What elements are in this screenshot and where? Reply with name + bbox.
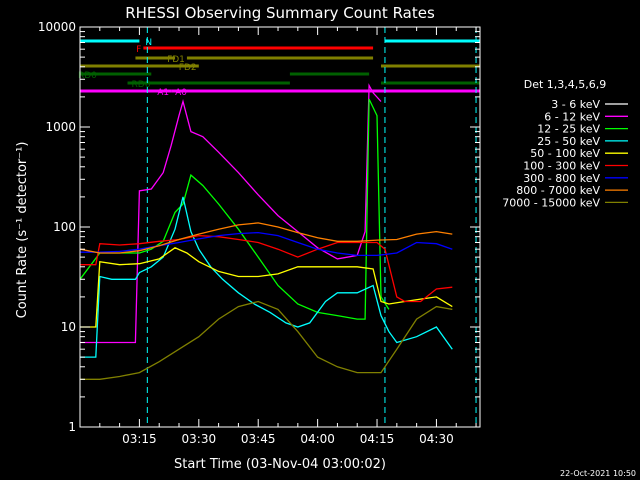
x-axis-label: Start Time (03-Nov-04 03:00:02) bbox=[174, 457, 386, 472]
y-axis-label: Count Rate (s⁻¹ detector⁻¹) bbox=[15, 142, 30, 319]
x-tick-label-2: 03:45 bbox=[241, 432, 276, 446]
timestamp: 22-Oct-2021 10:50 bbox=[560, 469, 636, 478]
y-tick-label-3: 1000 bbox=[45, 120, 76, 134]
series-line-2 bbox=[80, 99, 389, 319]
legend-title: Det 1,3,4,5,6,9 bbox=[524, 78, 607, 91]
legend-label-6: 300 - 800 keV bbox=[523, 172, 600, 185]
series-line-7 bbox=[80, 223, 452, 253]
x-tick-label-4: 04:15 bbox=[360, 432, 395, 446]
y-tick-label-1: 10 bbox=[61, 320, 76, 334]
legend-label-5: 100 - 300 keV bbox=[523, 160, 600, 173]
series-line-0 bbox=[171, 102, 381, 367]
chart-title: RHESSI Observing Summary Count Rates bbox=[125, 4, 435, 22]
legend-label-3: 25 - 50 keV bbox=[537, 135, 600, 148]
y-tick-label-2: 100 bbox=[53, 220, 76, 234]
legend-label-8: 7000 - 15000 keV bbox=[502, 196, 600, 209]
x-tick-label-5: 04:30 bbox=[419, 432, 454, 446]
x-tick-label-0: 03:15 bbox=[122, 432, 157, 446]
legend-label-1: 6 - 12 keV bbox=[544, 110, 600, 123]
state-label-rd6: RD6 bbox=[132, 80, 151, 90]
state-label-f: F bbox=[136, 45, 141, 55]
legend-label-4: 50 - 100 keV bbox=[530, 147, 600, 160]
y-tick-label-4: 10000 bbox=[38, 20, 76, 34]
y-tick-label-0: 1 bbox=[68, 420, 76, 434]
legend-label-0: 3 - 6 keV bbox=[551, 98, 600, 111]
x-tick-label-1: 03:30 bbox=[182, 432, 217, 446]
x-tick-label-3: 04:00 bbox=[300, 432, 335, 446]
state-label-a0: A0 bbox=[175, 88, 187, 98]
series-line-1 bbox=[80, 86, 381, 343]
legend-label-2: 12 - 25 keV bbox=[537, 123, 600, 136]
legend-label-7: 800 - 7000 keV bbox=[516, 184, 600, 197]
state-label-fd2: FD2 bbox=[179, 63, 197, 73]
